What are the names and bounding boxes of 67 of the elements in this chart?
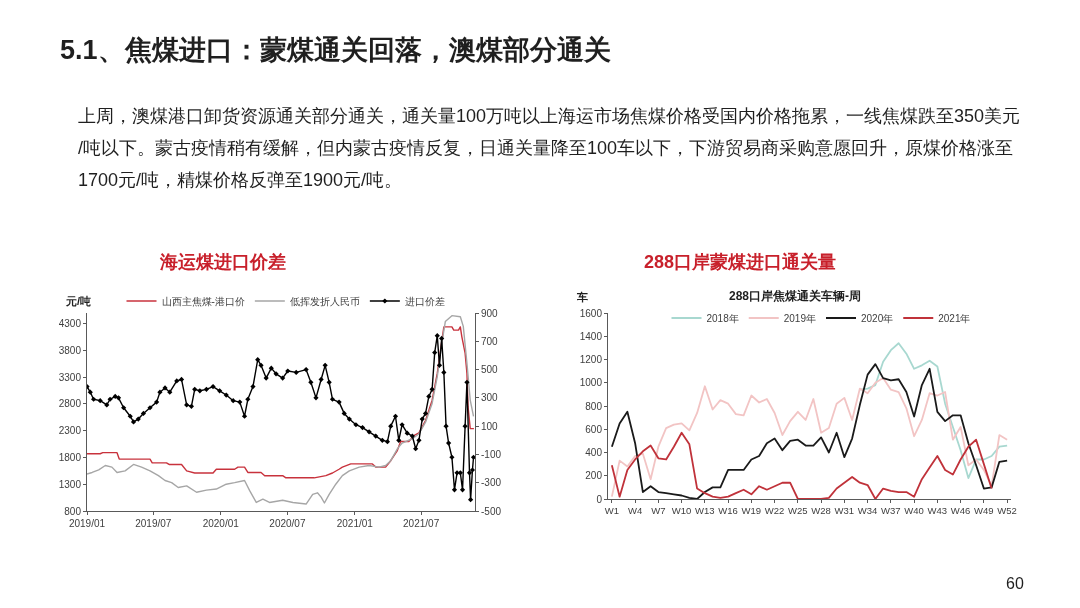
text: 5.1、焦煤进口：蒙煤通关回落，澳煤部分通关 bbox=[60, 35, 611, 65]
y2-tick-label: -100 bbox=[481, 448, 502, 460]
x-tick-label: W34 bbox=[857, 505, 878, 517]
y-tick-label: 2800 bbox=[58, 398, 82, 410]
y2-tick-label: 500 bbox=[481, 364, 499, 376]
chart-title: 288口岸蒙煤进口通关量 bbox=[644, 252, 837, 272]
y-axis-title: 元/吨 bbox=[65, 295, 92, 307]
x-tick-label: W40 bbox=[904, 505, 924, 517]
x-tick-label: W37 bbox=[881, 505, 901, 517]
y2-tick-label: 700 bbox=[481, 335, 499, 347]
chart-subtitle: 288口岸焦煤通关车辆-周 bbox=[729, 289, 862, 303]
y-tick-label: 1300 bbox=[58, 478, 82, 490]
y-tick-label: 1400 bbox=[579, 330, 603, 342]
y2-tick-label: 100 bbox=[481, 420, 499, 432]
y2-tick-label: -300 bbox=[481, 477, 502, 489]
y2-tick-label: 300 bbox=[481, 392, 499, 404]
legend-label: 进口价差 bbox=[404, 295, 445, 307]
x-tick-label: W7 bbox=[651, 505, 666, 517]
line-series bbox=[610, 431, 993, 499]
line-series bbox=[858, 342, 1009, 479]
y-tick-label: 2300 bbox=[58, 425, 82, 437]
y-tick-label: 1000 bbox=[579, 377, 603, 389]
x-tick-label: W31 bbox=[834, 505, 855, 517]
y-tick-label: 1200 bbox=[579, 354, 603, 365]
y-tick-label: 1800 bbox=[58, 451, 82, 463]
legend-label: 2020年 bbox=[861, 312, 894, 324]
y-tick-label: 0 bbox=[596, 493, 603, 505]
x-tick-label: W16 bbox=[718, 505, 738, 517]
x-tick-label: W22 bbox=[764, 505, 785, 517]
x-tick-label: W46 bbox=[950, 505, 971, 517]
x-tick-label: W25 bbox=[788, 505, 808, 517]
legend-label: 2018年 bbox=[706, 312, 739, 324]
x-tick-label: W19 bbox=[741, 505, 762, 517]
y-tick-label: 800 bbox=[585, 400, 603, 412]
chart-title: 海运煤进口价差 bbox=[159, 252, 286, 272]
y-tick-label: 600 bbox=[585, 423, 603, 435]
y2-tick-label: 900 bbox=[481, 307, 499, 319]
y-tick-label: 400 bbox=[585, 447, 603, 458]
legend-label: 山西主焦煤-港口价 bbox=[161, 295, 245, 307]
line-series bbox=[87, 326, 475, 479]
x-tick-label: W4 bbox=[627, 505, 643, 517]
x-tick-label: W43 bbox=[927, 505, 948, 517]
y-tick-label: 200 bbox=[585, 470, 603, 482]
x-tick-label: W52 bbox=[997, 505, 1017, 517]
x-tick-label: 2021/01 bbox=[336, 518, 374, 529]
text: 上周，澳煤港口卸货资源通关部分通关，通关量100万吨以上海运市场焦煤价格受国内价格拖累，一线焦煤跌至350美元/吨以下。蒙古疫情稍有缓解，但内蒙古疫情反复，日通关量降至100车以下，下游贸易商采购意愿回升，原煤价格涨至1700元/吨，精煤价格反弹至1900元/吨。 bbox=[78, 106, 1021, 190]
x-tick-label: W1 bbox=[604, 505, 619, 517]
x-tick-label: 2020/01 bbox=[202, 518, 240, 529]
y-tick-label: 1600 bbox=[579, 307, 603, 319]
text: 60 bbox=[1006, 575, 1024, 592]
legend-label: 低挥发折人民币 bbox=[289, 295, 360, 307]
x-tick-label: 2021/07 bbox=[403, 518, 440, 529]
y-tick-label: 3800 bbox=[58, 344, 82, 356]
y-axis-title: 车 bbox=[576, 291, 588, 303]
x-tick-label: 2019/01 bbox=[68, 518, 106, 529]
y2-tick-label: -500 bbox=[481, 505, 502, 517]
x-tick-label: 2020/07 bbox=[269, 518, 306, 529]
y-tick-label: 3300 bbox=[58, 371, 82, 383]
y-tick-label: 4300 bbox=[58, 318, 82, 330]
legend-label: 2019年 bbox=[783, 312, 816, 324]
legend-label: 2021年 bbox=[938, 312, 971, 324]
x-tick-label: W13 bbox=[695, 505, 715, 517]
y-tick-label: 800 bbox=[64, 505, 82, 517]
x-tick-label: W10 bbox=[671, 505, 692, 517]
x-tick-label: W49 bbox=[974, 505, 994, 517]
x-tick-label: W28 bbox=[811, 505, 831, 517]
x-tick-label: 2019/07 bbox=[135, 518, 172, 529]
